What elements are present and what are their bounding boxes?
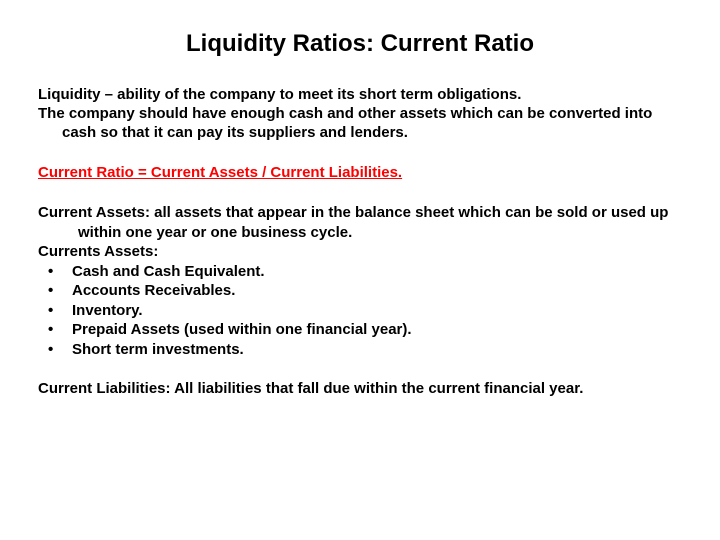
list-item: •Inventory. (38, 301, 682, 321)
bullet-icon: • (48, 340, 72, 360)
bullet-text: Short term investments. (72, 341, 244, 358)
bullet-text: Prepaid Assets (used within one financia… (72, 321, 412, 338)
slide-title: Liquidity Ratios: Current Ratio (98, 30, 622, 58)
bullet-text: Accounts Receivables. (72, 282, 235, 299)
bullet-icon: • (48, 262, 72, 282)
intro-line-2: The company should have enough cash and … (38, 105, 682, 143)
bullet-icon: • (48, 301, 72, 321)
list-item: •Accounts Receivables. (38, 281, 682, 301)
current-assets-subheading: Currents Assets: (38, 242, 682, 262)
list-item: •Cash and Cash Equivalent. (38, 262, 682, 282)
current-assets-section: Current Assets: all assets that appear i… (38, 203, 682, 359)
intro-line-1: Liquidity – ability of the company to me… (38, 86, 521, 103)
formula-line: Current Ratio = Current Assets / Current… (38, 164, 682, 181)
bullet-text: Cash and Cash Equivalent. (72, 263, 265, 280)
intro-paragraph: Liquidity – ability of the company to me… (38, 86, 682, 142)
list-item: •Short term investments. (38, 340, 682, 360)
bullet-icon: • (48, 320, 72, 340)
bullet-icon: • (48, 281, 72, 301)
bullet-text: Inventory. (72, 302, 143, 319)
list-item: •Prepaid Assets (used within one financi… (38, 320, 682, 340)
current-assets-lead: Current Assets: all assets that appear i… (38, 203, 682, 242)
current-liabilities-paragraph: Current Liabilities: All liabilities tha… (38, 379, 682, 399)
